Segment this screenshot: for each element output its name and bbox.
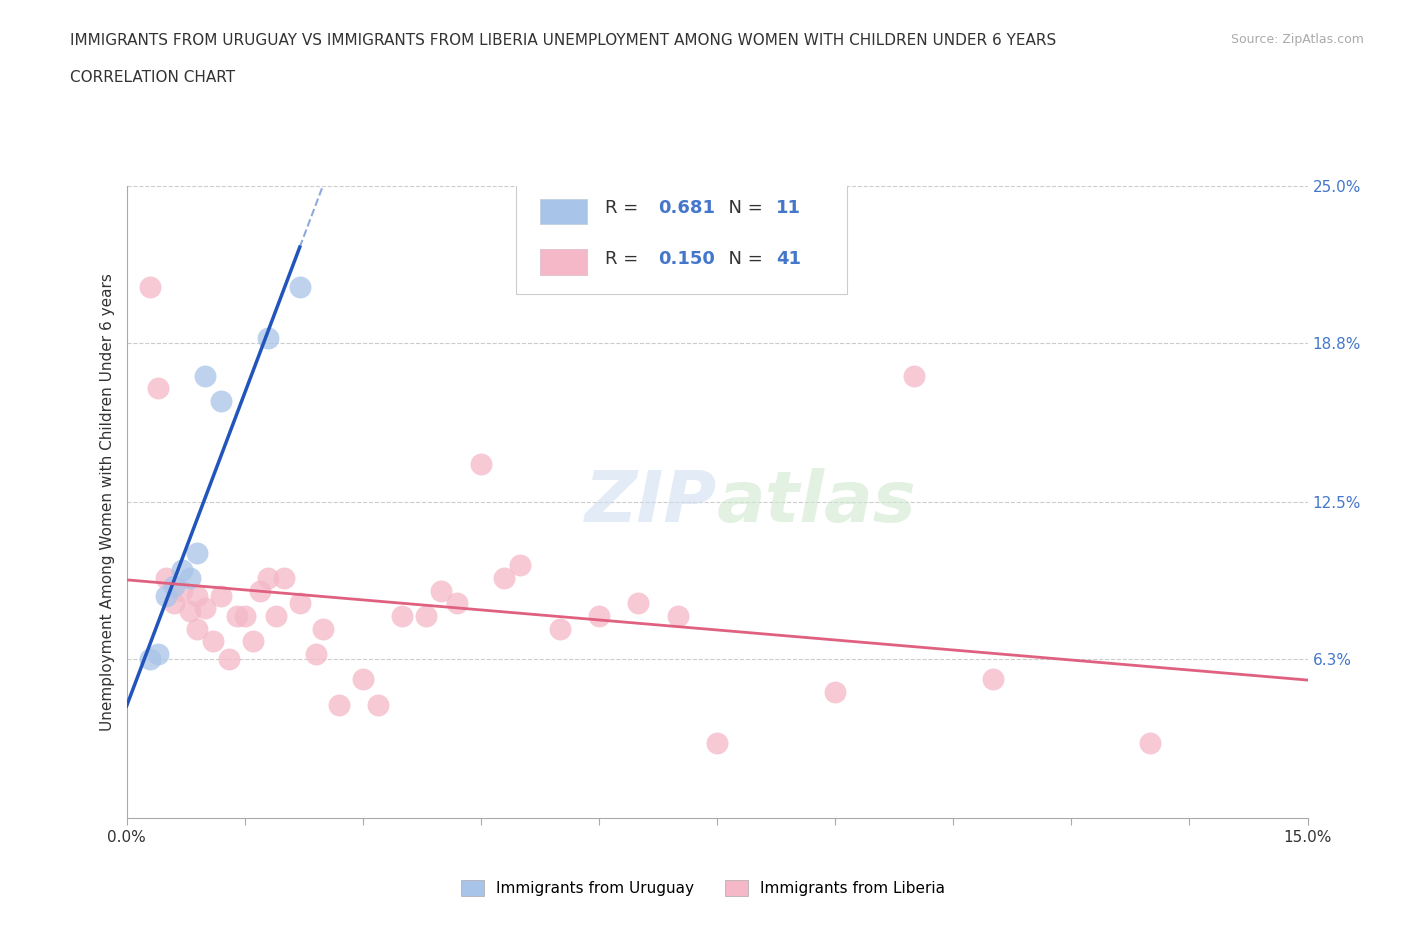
- Point: [170, 563, 193, 578]
- Point: [328, 698, 350, 712]
- Point: [257, 571, 280, 586]
- Point: [179, 604, 201, 618]
- Point: [706, 735, 728, 750]
- Point: [146, 381, 169, 396]
- Text: ZIP: ZIP: [585, 468, 717, 537]
- FancyBboxPatch shape: [540, 199, 588, 224]
- Point: [1139, 735, 1161, 750]
- Point: [209, 589, 232, 604]
- Point: [391, 608, 413, 623]
- Text: 0.150: 0.150: [658, 250, 714, 268]
- Point: [186, 545, 208, 560]
- Text: atlas: atlas: [717, 468, 917, 537]
- Text: IMMIGRANTS FROM URUGUAY VS IMMIGRANTS FROM LIBERIA UNEMPLOYMENT AMONG WOMEN WITH: IMMIGRANTS FROM URUGUAY VS IMMIGRANTS FR…: [70, 33, 1056, 47]
- Point: [352, 671, 374, 686]
- Point: [588, 608, 610, 623]
- FancyBboxPatch shape: [540, 249, 588, 274]
- Point: [186, 589, 208, 604]
- Point: [548, 621, 571, 636]
- Point: [170, 583, 193, 598]
- Point: [194, 368, 217, 383]
- Point: [288, 280, 311, 295]
- Point: [249, 583, 271, 598]
- Point: [155, 571, 177, 586]
- Point: [430, 583, 453, 598]
- Point: [446, 596, 468, 611]
- Point: [824, 684, 846, 699]
- Text: N =: N =: [717, 250, 769, 268]
- Point: [257, 330, 280, 345]
- Point: [186, 621, 208, 636]
- Point: [179, 571, 201, 586]
- FancyBboxPatch shape: [516, 167, 846, 294]
- Text: R =: R =: [605, 250, 644, 268]
- Point: [509, 558, 531, 573]
- Point: [264, 608, 287, 623]
- Point: [312, 621, 335, 636]
- Point: [367, 698, 389, 712]
- Point: [981, 671, 1004, 686]
- Text: 11: 11: [776, 199, 801, 217]
- Point: [218, 652, 240, 667]
- Point: [194, 601, 217, 616]
- Y-axis label: Unemployment Among Women with Children Under 6 years: Unemployment Among Women with Children U…: [100, 273, 115, 731]
- Point: [288, 596, 311, 611]
- Text: CORRELATION CHART: CORRELATION CHART: [70, 70, 235, 85]
- Point: [304, 646, 326, 661]
- Point: [163, 596, 186, 611]
- Text: 41: 41: [776, 250, 801, 268]
- Point: [155, 589, 177, 604]
- Point: [139, 280, 162, 295]
- Point: [470, 457, 492, 472]
- Point: [415, 608, 437, 623]
- Point: [139, 652, 162, 667]
- Text: Source: ZipAtlas.com: Source: ZipAtlas.com: [1230, 33, 1364, 46]
- Point: [666, 608, 689, 623]
- Point: [209, 393, 232, 408]
- Point: [273, 571, 295, 586]
- Text: N =: N =: [717, 199, 769, 217]
- Point: [225, 608, 247, 623]
- Point: [146, 646, 169, 661]
- Point: [233, 608, 256, 623]
- Point: [627, 596, 650, 611]
- Point: [494, 571, 516, 586]
- Legend: Immigrants from Uruguay, Immigrants from Liberia: Immigrants from Uruguay, Immigrants from…: [454, 872, 952, 904]
- Point: [202, 634, 225, 649]
- Point: [242, 634, 264, 649]
- Point: [903, 368, 925, 383]
- Text: 0.681: 0.681: [658, 199, 716, 217]
- Text: R =: R =: [605, 199, 644, 217]
- Point: [163, 578, 186, 593]
